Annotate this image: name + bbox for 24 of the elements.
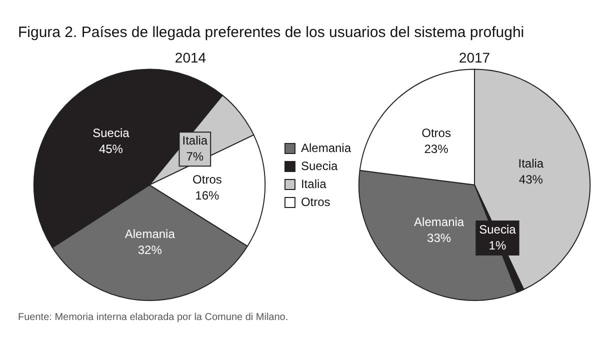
data-label: 7% — [186, 149, 204, 164]
data-label: 45% — [98, 142, 124, 156]
slice-label: Italia — [182, 133, 208, 148]
chart-title: Figura 2. Países de llegada preferentes de los usuarios del sistema profughi — [18, 24, 524, 41]
legend-label: Italia — [300, 176, 327, 191]
data-label: 16% — [195, 188, 220, 202]
data-label: 43% — [518, 172, 544, 187]
data-label: 23% — [424, 142, 449, 156]
slice-label: Suecia — [479, 222, 516, 236]
legend-label: Alemania — [300, 140, 352, 155]
slice-label: Italia — [518, 156, 544, 171]
slice-label: Otros — [422, 126, 451, 140]
slice-label: Alemania — [414, 214, 464, 229]
chart-subtitle: 2014 — [174, 49, 206, 66]
legend-label: Suecia — [300, 158, 338, 173]
data-label: 1% — [488, 238, 506, 252]
slice-label: Otros — [192, 172, 222, 186]
data-label: 32% — [138, 243, 162, 258]
chart-title: 2017 — [458, 49, 490, 66]
source-note: Fuente: Memoria interna elaborada por la Comune di Milano. — [18, 312, 288, 323]
slice-label: Suecia — [92, 126, 130, 140]
slice-label: Alemania — [124, 227, 176, 242]
data-label: 33% — [427, 230, 452, 245]
legend-label: Otros — [300, 194, 330, 209]
